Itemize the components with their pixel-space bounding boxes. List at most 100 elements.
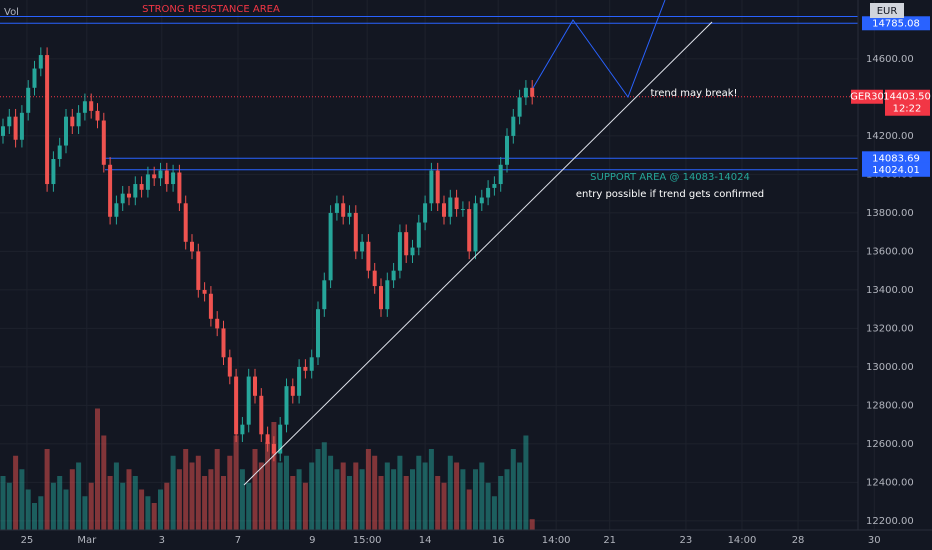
candle-body — [341, 203, 346, 217]
candle-body — [227, 357, 232, 377]
entry-annotation: entry possible if trend gets confirmed — [576, 189, 764, 200]
volume-bar — [460, 469, 466, 530]
volume-bar — [145, 496, 151, 530]
level-tag — [862, 162, 930, 177]
volume-bar — [296, 469, 302, 530]
x-tick-label: 14:00 — [542, 535, 571, 546]
candle-body — [57, 145, 62, 160]
candle-body — [234, 376, 239, 435]
volume-bar — [265, 442, 271, 530]
candle-body — [372, 270, 377, 287]
volume-bar — [416, 455, 422, 530]
y-tick-label: 12800.00 — [866, 400, 914, 411]
candle-body — [391, 270, 396, 281]
candle-body — [410, 247, 415, 256]
candle-body — [454, 197, 459, 210]
candle-body — [152, 174, 157, 179]
volume-bar — [202, 476, 208, 530]
volume-bar — [334, 469, 340, 530]
candle-body — [278, 424, 283, 454]
volume-bar — [403, 476, 409, 530]
level-tag — [862, 151, 930, 166]
volume-bar — [271, 422, 277, 530]
candle-body — [139, 184, 144, 190]
y-tick-label: 13200.00 — [866, 323, 914, 334]
volume-bar — [82, 496, 88, 530]
volume-bar — [6, 482, 12, 530]
x-tick-label: 14:00 — [728, 535, 757, 546]
volume-bar — [517, 462, 523, 530]
candle-body — [265, 434, 270, 444]
candle-body — [271, 443, 276, 454]
candle-body — [32, 68, 37, 88]
y-tick-label: 12600.00 — [866, 439, 914, 450]
volume-bar — [189, 462, 195, 530]
candle-body — [435, 170, 440, 204]
volume-bar — [88, 482, 94, 530]
volume-bar — [466, 489, 472, 530]
candle-body — [177, 172, 182, 204]
y-tick-label: 14600.00 — [866, 54, 914, 65]
volume-bar — [428, 449, 434, 530]
volume-bar — [529, 519, 535, 530]
volume-bar — [365, 449, 371, 530]
indicator-label: Vol — [4, 7, 19, 18]
volume-bar — [246, 482, 252, 530]
volume-bar — [233, 435, 239, 530]
candle-body — [120, 193, 125, 204]
volume-bar — [422, 462, 428, 530]
volume-bar — [107, 476, 113, 530]
support-annotation: SUPPORT AREA @ 14083-14024 — [590, 172, 750, 183]
volume-bar — [302, 482, 308, 530]
y-tick-label: 14200.00 — [866, 131, 914, 142]
candle-body — [498, 164, 503, 185]
volume-bar — [473, 469, 478, 530]
volume-bar — [353, 462, 359, 530]
volume-bar — [510, 449, 516, 530]
volume-bar — [208, 469, 214, 530]
projection-path — [532, 0, 666, 99]
candle-body — [1, 126, 5, 136]
volume-bar — [347, 476, 352, 530]
candle-body — [208, 293, 213, 319]
candle-body — [448, 197, 453, 217]
volume-bar — [504, 469, 510, 530]
symbol-label: GER30 — [850, 92, 884, 103]
volume-bar — [164, 482, 170, 530]
candle-body — [290, 386, 295, 396]
candle-body — [316, 309, 320, 358]
volume-bar — [252, 449, 258, 530]
volume-bar — [176, 469, 182, 530]
candle-body — [530, 87, 535, 97]
volume-bar — [120, 482, 126, 530]
candle-body — [114, 203, 119, 217]
volume-bar — [170, 455, 176, 530]
candle-body — [511, 116, 516, 136]
candle-body — [95, 110, 100, 121]
candle-body — [76, 112, 81, 127]
y-tick-label: 13000.00 — [866, 362, 914, 373]
candle-body — [334, 203, 339, 213]
candle-body — [89, 101, 94, 111]
volume-bar — [239, 469, 245, 530]
candle-body — [215, 318, 220, 329]
volume-bar — [13, 455, 19, 530]
volume-bar — [290, 476, 296, 530]
candle-body — [360, 241, 365, 252]
candle-body — [158, 170, 163, 179]
level-label: 14024.01 — [872, 165, 920, 176]
candle-body — [196, 251, 201, 290]
volume-bar — [19, 469, 25, 530]
volume-bar — [441, 482, 447, 530]
volume-bar — [76, 462, 82, 530]
candle-body — [397, 232, 402, 271]
volume-bar — [44, 449, 50, 530]
currency-label: EUR — [877, 6, 898, 17]
volume-bar — [126, 469, 132, 530]
levels — [0, 16, 858, 171]
candle-body — [253, 376, 257, 396]
x-tick-label: 23 — [680, 535, 693, 546]
volume-bar — [384, 462, 390, 530]
y-tick-label: 13400.00 — [866, 285, 914, 296]
candle-body — [26, 87, 31, 113]
